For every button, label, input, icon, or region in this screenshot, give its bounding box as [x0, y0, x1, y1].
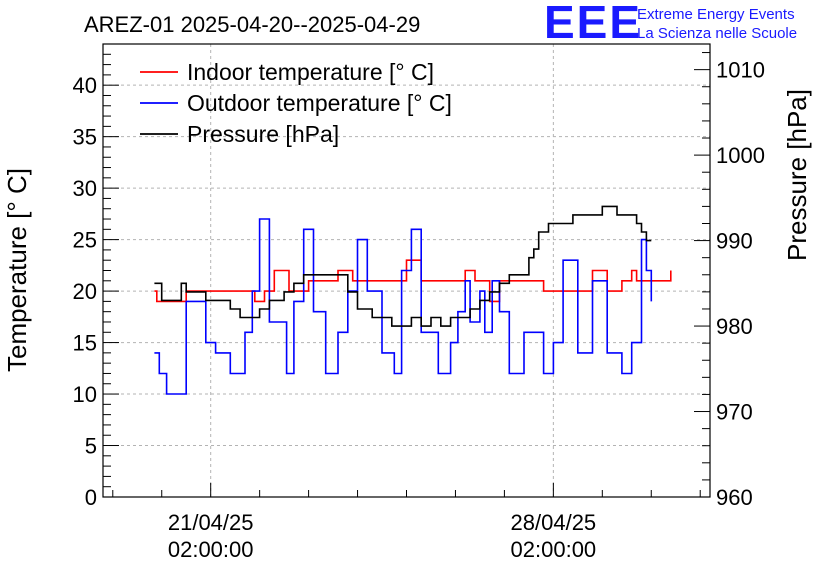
legend-label-2: Pressure [hPa]: [187, 121, 339, 147]
x-tick-time: 02:00:00: [168, 537, 254, 562]
eee-logo: EEE Extreme Energy Events La Scienza nel…: [544, 0, 797, 48]
logo-line-2: La Scienza nelle Scuole: [637, 25, 797, 42]
y2-tick-label: 960: [716, 485, 753, 510]
y2-tick-label: 1000: [716, 143, 765, 168]
y-tick-label: 0: [85, 485, 97, 510]
series-layer: [154, 205, 672, 395]
y-tick-label: 15: [73, 331, 97, 356]
x-tick-date: 21/04/25: [168, 510, 254, 535]
series-line-2: [154, 205, 652, 327]
y2-tick-label: 970: [716, 400, 753, 425]
y2-tick-label: 990: [716, 229, 753, 254]
x-tick-date: 28/04/25: [511, 510, 597, 535]
y-axis-label: Temperature [° C]: [2, 168, 32, 372]
y-axis-right: 960 970 980 990 1000 1010: [694, 52, 765, 510]
y2-axis-label: Pressure [hPa]: [782, 89, 812, 261]
logo-line-1: Extreme Energy Events: [637, 6, 795, 23]
y-tick-label: 35: [73, 125, 97, 150]
y-tick-label: 5: [85, 434, 97, 459]
y2-tick-label: 980: [716, 314, 753, 339]
y-tick-label: 25: [73, 228, 97, 253]
legend-label-1: Outdoor temperature [° C]: [187, 90, 452, 116]
legend: Indoor temperature [° C] Outdoor temperat…: [140, 59, 452, 147]
logo-mark: EEE: [544, 0, 642, 48]
chart-title: AREZ-01 2025-04-20--2025-04-29: [84, 12, 420, 37]
legend-label-0: Indoor temperature [° C]: [187, 59, 434, 85]
y-tick-label: 30: [73, 176, 97, 201]
y-tick-label: 20: [73, 279, 97, 304]
series-line-1: [154, 218, 653, 395]
x-tick-time: 02:00:00: [511, 537, 597, 562]
y-axis-left: 0 5 10 15 20 25 30 35 40: [73, 43, 119, 510]
y-tick-label: 10: [73, 382, 97, 407]
y2-tick-label: 1010: [716, 58, 765, 83]
y-tick-label: 40: [73, 73, 97, 98]
